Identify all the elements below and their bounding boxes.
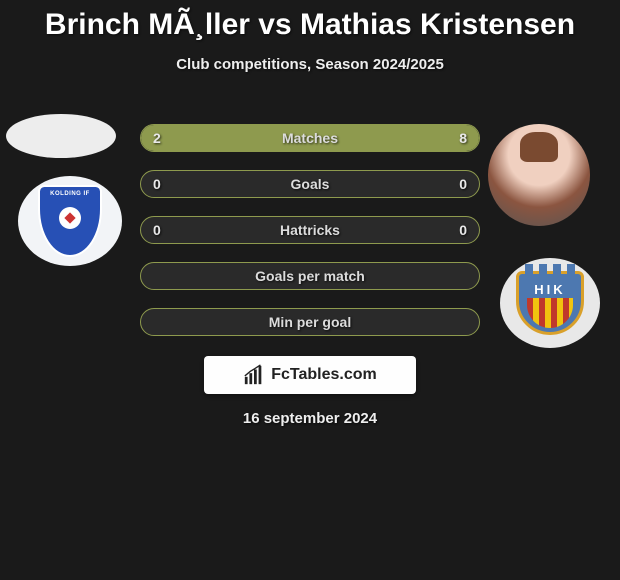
stat-row: 0 0 Hattricks — [140, 216, 480, 244]
stat-value-right: 0 — [459, 222, 467, 238]
castle-icon: HIK — [516, 271, 584, 335]
branding-badge: FcTables.com — [204, 356, 416, 394]
stat-value-left: 2 — [153, 130, 161, 146]
stat-label: Goals per match — [255, 268, 365, 284]
stat-label: Matches — [282, 130, 338, 146]
stat-value-left: 0 — [153, 176, 161, 192]
stat-row: Min per goal — [140, 308, 480, 336]
stat-fill-left — [141, 125, 209, 151]
page-subtitle: Club competitions, Season 2024/2025 — [0, 56, 620, 73]
stat-value-left: 0 — [153, 222, 161, 238]
stat-row: 0 0 Goals — [140, 170, 480, 198]
stat-label: Goals — [291, 176, 330, 192]
chart-icon — [243, 364, 265, 386]
stripes-icon — [527, 298, 573, 328]
club-left-name: KOLDING IF — [50, 191, 90, 197]
shield-icon: KOLDING IF — [38, 185, 102, 257]
stat-fill-right — [209, 125, 479, 151]
stats-container: 2 8 Matches 0 0 Goals 0 0 Hattricks Goals per mat… — [140, 124, 480, 354]
ball-icon — [59, 207, 81, 229]
page-title: Brinch MÃ¸ller vs Mathias Kristensen — [0, 0, 620, 42]
stat-value-right: 8 — [459, 130, 467, 146]
club-right-badge: HIK — [500, 258, 600, 348]
stat-label: Min per goal — [269, 314, 351, 330]
club-left-badge: KOLDING IF — [18, 176, 122, 266]
club-right-name: HIK — [519, 282, 581, 297]
player-left-avatar — [6, 114, 116, 158]
date-text: 16 september 2024 — [0, 410, 620, 427]
player-right-avatar — [488, 124, 590, 226]
stat-row: 2 8 Matches — [140, 124, 480, 152]
stat-label: Hattricks — [280, 222, 340, 238]
stat-row: Goals per match — [140, 262, 480, 290]
branding-text: FcTables.com — [271, 366, 377, 384]
stat-value-right: 0 — [459, 176, 467, 192]
